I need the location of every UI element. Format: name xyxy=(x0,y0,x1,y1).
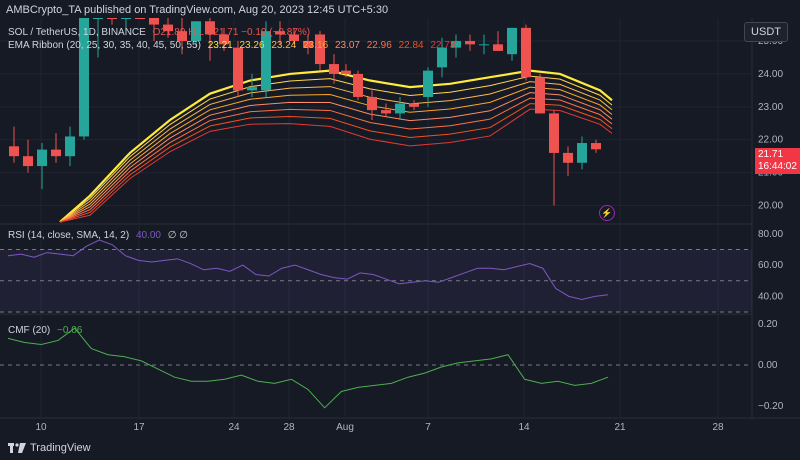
candle-body xyxy=(549,113,559,153)
candle-body xyxy=(219,34,229,45)
cmf-value: −0.06 xyxy=(57,325,83,336)
ema-value-35: 23.16 xyxy=(303,40,329,51)
candle-body xyxy=(149,18,159,25)
ema-title[interactable]: EMA Ribbon (20, 25, 30, 35, 40, 45, 50, … xyxy=(8,40,201,51)
publisher-line: AMBCrypto_TA published on TradingView.co… xyxy=(6,4,389,16)
cmf-legend: CMF (20) −0.06 xyxy=(8,325,86,336)
x-tick-label: 17 xyxy=(133,422,145,433)
candle-body xyxy=(563,152,573,163)
candle-body xyxy=(535,77,545,114)
candle-body xyxy=(233,47,243,91)
ema-line xyxy=(59,69,613,223)
candle-body xyxy=(591,143,601,150)
y-tick-label: 22.00 xyxy=(758,135,783,146)
candle-body xyxy=(353,73,363,97)
candle-body xyxy=(23,156,33,167)
candle-body xyxy=(191,21,201,42)
candle-body xyxy=(289,34,299,42)
bar-countdown: 16:44:02 xyxy=(758,161,797,172)
ema-value-25: 23.26 xyxy=(239,40,265,51)
rsi-y-tick: 60.00 xyxy=(758,260,783,271)
y-tick-label: 20.00 xyxy=(758,201,783,212)
quote-currency-button[interactable]: USDT xyxy=(744,22,788,42)
candle-body xyxy=(303,41,313,48)
candle-body xyxy=(107,18,117,19)
footer-brand-text: TradingView xyxy=(30,442,91,454)
ema-value-20: 23.21 xyxy=(207,40,233,51)
flash-icon[interactable]: ⚡ xyxy=(599,205,615,221)
candle-body xyxy=(205,21,215,35)
x-tick-label: 21 xyxy=(614,422,626,433)
candle-body xyxy=(65,136,75,157)
rsi-line xyxy=(7,239,609,301)
candle-body xyxy=(521,27,531,78)
rsi-pane: 80.00 60.00 40.00 xyxy=(0,229,783,313)
candle-body xyxy=(135,18,145,19)
y-tick-label: 24.00 xyxy=(758,69,783,80)
x-tick-label: 14 xyxy=(518,422,530,433)
rsi-y-tick: 80.00 xyxy=(758,229,783,240)
candle-body xyxy=(79,18,89,137)
rsi-legend: RSI (14, close, SMA, 14, 2) 40.00 ∅ ∅ xyxy=(8,230,192,241)
candle-body xyxy=(37,149,47,167)
last-price-tag: 21.71 16:44:02 xyxy=(755,148,800,174)
ema-value-45: 22.96 xyxy=(366,40,392,51)
cmf-line xyxy=(7,327,609,409)
candle-body xyxy=(395,103,405,114)
last-price: 21.71 xyxy=(758,149,784,160)
cmf-y-tick: 0.00 xyxy=(758,360,778,371)
candle-body xyxy=(577,143,587,163)
cmf-y-tick: 0.20 xyxy=(758,319,778,330)
ema-value-30: 23.24 xyxy=(271,40,297,51)
ohlc-values: O21.89 H L C21.71 −0.19 (−0.87%) xyxy=(152,27,311,38)
candle-body xyxy=(329,64,339,74)
candle-body xyxy=(93,18,103,19)
candle-body xyxy=(437,47,447,68)
candle-body xyxy=(381,110,391,114)
ema-value-55: 22.73 xyxy=(430,40,456,51)
cmf-title[interactable]: CMF (20) xyxy=(8,325,51,336)
ema-legend: EMA Ribbon (20, 25, 30, 35, 40, 45, 50, … xyxy=(8,40,459,51)
candle-body xyxy=(507,27,517,55)
candle-body xyxy=(409,103,419,107)
ema-value-40: 23.07 xyxy=(334,40,360,51)
candle-body xyxy=(51,149,61,157)
symbol-legend: SOL / TetherUS, 1D, BINANCE O21.89 H L C… xyxy=(8,27,314,38)
y-tick-label: 23.00 xyxy=(758,102,783,113)
x-tick-label: 24 xyxy=(228,422,240,433)
candle-body xyxy=(493,44,503,51)
rsi-extra: ∅ ∅ xyxy=(167,230,188,241)
candle-body xyxy=(121,18,131,19)
x-tick-label: 10 xyxy=(35,422,47,433)
tradingview-logo-icon xyxy=(8,443,26,453)
candle-body xyxy=(9,146,19,157)
candle-body xyxy=(261,31,271,91)
candle-body xyxy=(247,87,257,91)
footer-brand[interactable]: TradingView xyxy=(8,442,91,454)
x-tick-label: 7 xyxy=(425,422,431,433)
x-tick-label: Aug xyxy=(336,422,354,433)
candle-body xyxy=(275,31,285,35)
rsi-y-tick: 40.00 xyxy=(758,291,783,302)
candle-layer xyxy=(9,18,601,206)
rsi-title[interactable]: RSI (14, close, SMA, 14, 2) xyxy=(8,230,130,241)
candle-body xyxy=(367,96,377,111)
candle-body xyxy=(451,41,461,48)
candle-body xyxy=(465,41,475,45)
candle-body xyxy=(341,70,351,74)
candle-body xyxy=(177,31,187,42)
x-tick-label: 28 xyxy=(712,422,724,433)
candle-body xyxy=(479,44,489,46)
candle-body xyxy=(423,70,433,97)
cmf-y-tick: −0.20 xyxy=(758,401,784,412)
symbol-label[interactable]: SOL / TetherUS, 1D, BINANCE xyxy=(8,27,146,38)
rsi-value: 40.00 xyxy=(135,230,161,241)
candle-body xyxy=(315,34,325,65)
cmf-pane: 0.20 0.00 −0.20 xyxy=(0,319,784,412)
ema-value-50: 22.84 xyxy=(398,40,424,51)
x-tick-label: 28 xyxy=(283,422,295,433)
candle-body xyxy=(163,24,173,32)
